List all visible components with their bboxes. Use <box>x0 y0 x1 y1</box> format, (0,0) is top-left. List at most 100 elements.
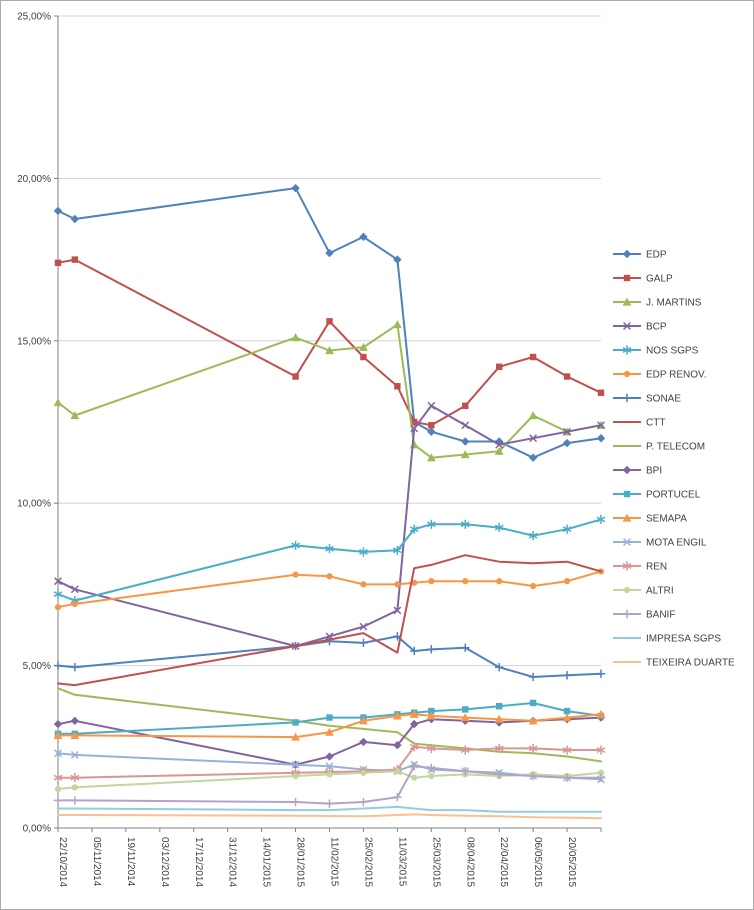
diamond-marker-icon <box>393 740 402 750</box>
legend-item-semapa: SEMAPA <box>613 514 687 525</box>
x-axis-label: 17/12/2014 <box>193 837 204 887</box>
asterisk-marker-icon <box>325 544 334 554</box>
x-axis-label: 11/03/2015 <box>396 837 407 887</box>
asterisk-marker-icon <box>528 743 538 754</box>
legend-item-j-martins: J. MARTINS <box>613 298 702 309</box>
plus-marker-icon <box>53 796 63 805</box>
plus-marker-icon <box>596 669 606 678</box>
diamond-marker-icon <box>70 716 80 726</box>
legend-label: BPI <box>646 466 662 477</box>
series-line <box>57 805 602 813</box>
circle-marker-icon <box>411 774 418 781</box>
legend-label: MOTA ENGIL <box>646 538 707 549</box>
circle-marker-icon <box>54 604 62 611</box>
plus-marker-icon <box>562 671 572 680</box>
plus-marker-icon <box>325 799 334 808</box>
x-axis-label: 11/02/2015 <box>329 837 340 887</box>
plus-marker-icon <box>622 393 632 403</box>
diamond-marker-icon <box>359 737 368 747</box>
asterisk-marker-icon <box>426 519 436 529</box>
asterisk-marker-icon <box>53 773 63 783</box>
series-banif <box>53 762 606 808</box>
legend-item-altri: ALTRI <box>613 586 674 597</box>
circle-marker-icon <box>326 573 333 580</box>
circle-marker-icon <box>360 581 367 588</box>
circle-marker-icon <box>428 578 435 585</box>
square-marker-icon <box>411 418 418 426</box>
x-axis-label: 03/12/2014 <box>159 837 170 887</box>
x-axis-label: 25/02/2015 <box>362 837 373 887</box>
series-ctt <box>57 554 602 687</box>
plus-marker-icon <box>427 763 436 773</box>
circle-marker-icon <box>292 772 299 780</box>
legend-item-ctt: CTT <box>613 418 665 429</box>
triangle-marker-icon <box>409 440 419 449</box>
series-line <box>57 518 602 602</box>
x-marker-icon <box>597 421 605 430</box>
triangle-marker-icon <box>53 731 63 740</box>
diamond-marker-icon <box>410 719 419 729</box>
circle-marker-icon <box>292 571 299 578</box>
triangle-marker-icon <box>291 333 300 342</box>
plus-marker-icon <box>359 797 368 807</box>
square-marker-icon <box>623 490 631 498</box>
square-marker-icon <box>360 353 367 361</box>
legend-label: TEIXEIRA DUARTE <box>646 658 735 669</box>
y-axis-label: 15,00% <box>17 336 51 347</box>
plus-marker-icon <box>393 792 402 802</box>
square-marker-icon <box>428 707 435 715</box>
square-marker-icon <box>495 703 503 710</box>
triangle-marker-icon <box>291 732 300 741</box>
y-axis-label: 0,00% <box>23 824 51 835</box>
square-marker-icon <box>495 363 503 370</box>
asterisk-marker-icon <box>562 745 572 755</box>
triangle-marker-icon <box>325 727 334 736</box>
diamond-marker-icon <box>53 206 63 216</box>
plus-marker-icon <box>494 770 504 779</box>
legend-label: SONAE <box>646 394 681 405</box>
plus-marker-icon <box>70 663 80 672</box>
x-axis-label: 06/05/2015 <box>532 837 543 887</box>
x-axis-label: 22/10/2014 <box>57 837 68 887</box>
series-line <box>57 404 602 648</box>
legend-item-edp: EDP <box>613 250 667 261</box>
series-ren <box>53 742 606 783</box>
circle-marker-icon <box>462 578 469 585</box>
y-axis-label: 20,00% <box>17 174 51 185</box>
triangle-marker-icon <box>70 411 80 420</box>
plus-marker-icon <box>461 643 470 652</box>
triangle-marker-icon <box>409 709 419 718</box>
legend-label: CTT <box>646 418 665 429</box>
legend-label: J. MARTINS <box>646 298 702 309</box>
legend-item-impresa-sgps: IMPRESA SGPS <box>613 634 721 645</box>
series-galp <box>54 256 605 429</box>
diamond-marker-icon <box>325 752 334 761</box>
x-marker-icon <box>623 322 631 330</box>
x-marker-icon <box>393 606 402 615</box>
x-axis-label: 28/01/2015 <box>295 837 306 887</box>
plus-marker-icon <box>494 663 504 672</box>
x-marker-icon <box>359 622 368 631</box>
legend-item-ren: REN <box>613 561 667 573</box>
diamond-marker-icon <box>528 453 538 462</box>
series-teixeira-duarte <box>57 813 602 820</box>
asterisk-marker-icon <box>70 773 80 783</box>
asterisk-marker-icon <box>596 514 606 525</box>
square-marker-icon <box>292 719 299 726</box>
legend-item-bcp: BCP <box>613 322 667 333</box>
legend-label: REN <box>646 562 667 573</box>
triangle-marker-icon <box>622 297 632 306</box>
circle-marker-icon <box>360 769 367 776</box>
legend-item-banif: BANIF <box>613 610 675 621</box>
plus-marker-icon <box>359 638 368 648</box>
triangle-marker-icon <box>528 716 538 725</box>
triangle-marker-icon <box>460 713 470 722</box>
circle-marker-icon <box>428 772 435 780</box>
asterisk-marker-icon <box>460 745 470 755</box>
x-axis-label: 20/05/2015 <box>566 837 577 887</box>
square-marker-icon <box>292 373 299 380</box>
legend-item-edp-renov: EDP RENOV. <box>613 370 707 381</box>
series-bcp <box>54 401 605 651</box>
circle-marker-icon <box>394 768 401 775</box>
plus-marker-icon <box>528 771 538 781</box>
